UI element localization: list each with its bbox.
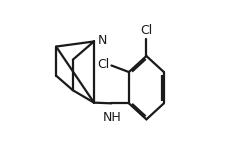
Text: Cl: Cl [140, 24, 152, 37]
Text: N: N [98, 34, 107, 47]
Text: Cl: Cl [97, 58, 109, 71]
Text: NH: NH [103, 111, 122, 124]
